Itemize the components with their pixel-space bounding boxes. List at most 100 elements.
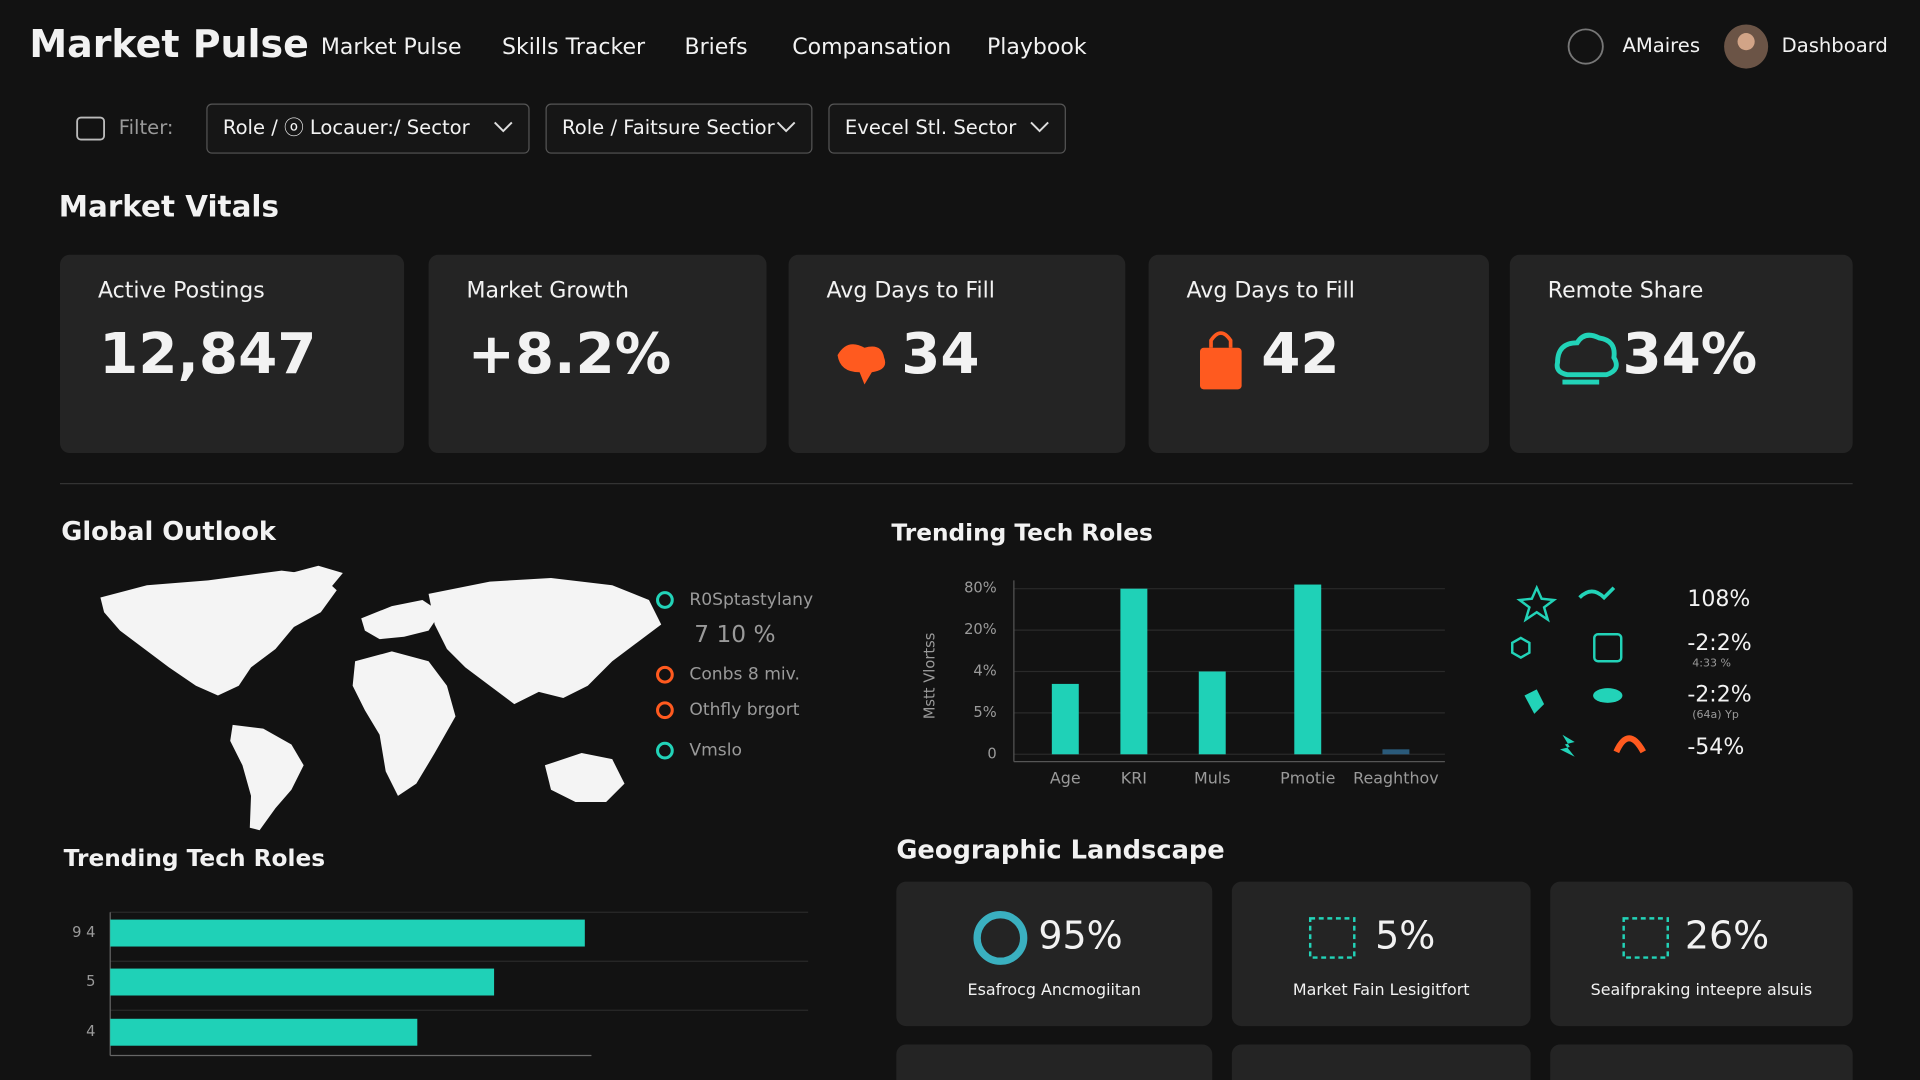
filter-option[interactable]: Evecel Stl. Sector: [845, 116, 1017, 139]
trend-note: (64a) Yp: [1692, 708, 1739, 721]
filter-dropdown[interactable]: [206, 103, 530, 154]
geo-label: Market Fain Lesigitfort: [1293, 980, 1470, 999]
geo-label: Seaifpraking inteepre alsuis: [1591, 980, 1813, 999]
legend-label: Othfly brgort: [689, 700, 799, 720]
legend-label: Vmslo: [689, 741, 742, 761]
card: [1231, 1044, 1531, 1080]
filter-option[interactable]: Role / ⓞ Locauer:/ Sector: [223, 116, 471, 139]
bar: [1198, 671, 1226, 755]
trending-roles-chart: Trending Tech Roles Mstt Vlortss 0 5% 4% 20% 8…: [891, 519, 1445, 787]
chart-title: Trending Tech Roles: [891, 519, 1152, 546]
kpi-card: [1148, 254, 1489, 454]
trend-icon: [1524, 689, 1545, 714]
geo-cards: 95% Esafrocg Ancmogiitan 5% Market Fain Les…: [896, 881, 1853, 1027]
legend-icon: [656, 741, 674, 760]
kpi-card: [60, 254, 405, 454]
filters: Role / ⓞ Locauer:/ Sector Role / Faitsure…: [206, 103, 1066, 154]
x-tick-label: Pmotie: [1280, 768, 1335, 787]
kpi-label: Remote Share: [1548, 278, 1704, 303]
nav-item[interactable]: Market Pulse: [321, 35, 462, 60]
filter-option[interactable]: Role / Faitsure Sectior: [562, 116, 776, 139]
chevron: [494, 121, 513, 133]
nav-item[interactable]: Briefs: [684, 35, 747, 60]
nav-item[interactable]: Skills Tracker: [502, 35, 646, 60]
section-title: Market Vitals: [59, 190, 279, 224]
section-title: Geographic Landscape: [896, 836, 1224, 866]
filter-dropdown[interactable]: [545, 103, 813, 154]
trend-value: -54%: [1687, 735, 1744, 760]
geo-value: 95%: [1038, 913, 1122, 957]
filter-icon: [76, 116, 105, 141]
y-tick-label: 0: [987, 745, 996, 762]
trend-icon: [1613, 735, 1646, 754]
y-tick-label: 4%: [973, 662, 996, 679]
legend-icon: [656, 591, 674, 609]
kpi-label: Active Postings: [98, 278, 265, 303]
trend-icon: [1511, 636, 1531, 659]
x-tick-label: Muls: [1194, 768, 1231, 787]
bar: [110, 968, 495, 996]
legend-label: Conbs 8 miv.: [689, 665, 800, 685]
bar: [1120, 588, 1148, 755]
legend-label: R0Sptastylany: [689, 590, 813, 610]
africa: [352, 651, 456, 796]
trend-icon: [1560, 734, 1575, 757]
legend-label: 7 10 %: [694, 621, 775, 648]
dashboard-link[interactable]: Dashboard: [1782, 34, 1888, 57]
geo-icon: [973, 911, 1028, 965]
kpi-label: Market Growth: [467, 278, 629, 303]
kpi-card: [428, 254, 767, 454]
geo-label: Esafrocg Ancmogiitan: [968, 980, 1141, 999]
kpi-icon: [1209, 331, 1233, 348]
kpi-icon: [1554, 332, 1619, 385]
geo-value: 5%: [1375, 913, 1435, 957]
filter-dropdown[interactable]: [828, 103, 1066, 154]
card: [896, 1044, 1213, 1080]
vitals: Active Postings 12,847 Market Growth +8.2% A…: [60, 254, 1853, 454]
kpi-label: Avg Days to Fill: [1187, 278, 1355, 303]
kpi-icon: [837, 344, 886, 385]
trend-icon: [1593, 633, 1623, 663]
kpi-icon: [1200, 347, 1242, 390]
bar: [1294, 584, 1322, 755]
trend-value: 108%: [1687, 587, 1750, 612]
geo-value: 26%: [1685, 913, 1769, 957]
chevron: [1030, 121, 1049, 133]
y-tick-label: 5%: [973, 704, 996, 721]
kpi-value: +8.2%: [468, 322, 671, 387]
nav-item[interactable]: Compansation: [792, 35, 951, 60]
greenland: [281, 565, 343, 591]
chevron: [776, 121, 796, 133]
geo-icon: [1622, 917, 1669, 959]
trend-icon: [1578, 586, 1616, 601]
y-tick-label: 4: [86, 1023, 95, 1040]
map-legend: R0Sptastylany 7 10 % Conbs 8 miv. Othfly br…: [656, 590, 813, 761]
legend-icon: [656, 665, 674, 684]
trend-icon: [1593, 688, 1623, 703]
trend-icon: [1516, 584, 1558, 623]
kpi-value: 42: [1261, 322, 1339, 387]
geo-icon: [1308, 917, 1356, 959]
y-axis-label: Mstt Vlortss: [922, 633, 939, 720]
kpi-card: [788, 254, 1126, 454]
card: [1550, 1044, 1853, 1080]
bar: [110, 919, 585, 947]
x-tick-label: KRI: [1121, 768, 1147, 787]
trend-list: 108%-2:2%4:33 %-2:2%(64a) Yp-54%: [1511, 584, 1752, 760]
kpi-value: 34%: [1622, 322, 1757, 387]
geo-card: [896, 881, 1213, 1027]
y-tick-label: 20%: [964, 621, 997, 638]
nav-item[interactable]: Playbook: [987, 35, 1087, 60]
user-name[interactable]: AMaires: [1622, 34, 1700, 57]
hbar-chart: Trending Tech Roles 9 4 5 4: [64, 845, 809, 1057]
x-tick-label: Age: [1050, 768, 1081, 787]
north-america: [100, 570, 337, 696]
kpi-value: 12,847: [99, 322, 316, 387]
section-title: Global Outlook: [61, 517, 277, 547]
trend-value: -2:2%: [1687, 683, 1751, 708]
user-icon: [1567, 28, 1604, 65]
y-tick-label: 5: [86, 973, 95, 990]
geo-card: [1231, 881, 1531, 1027]
x-tick-label: Reaghthov: [1353, 768, 1439, 787]
